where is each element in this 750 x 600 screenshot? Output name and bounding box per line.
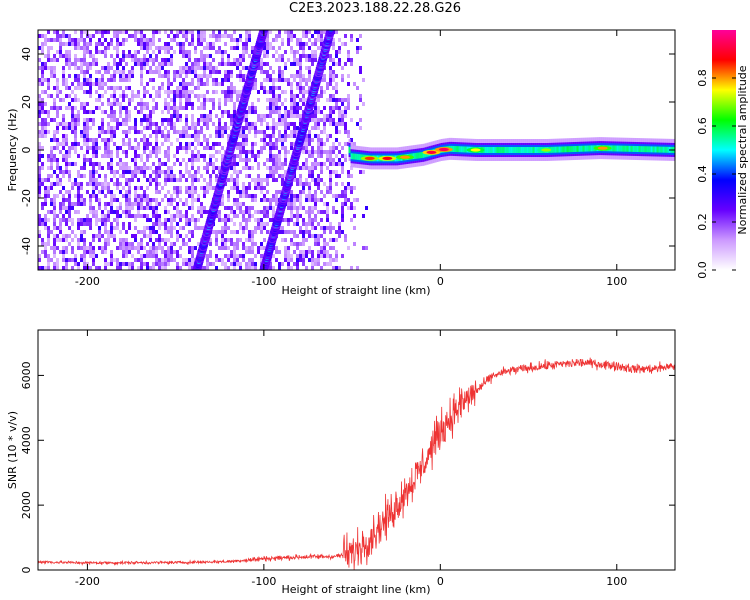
x-tick-label: -200 — [75, 275, 100, 288]
y-tick-label: 4000 — [20, 426, 33, 454]
x-tick-label: -200 — [75, 575, 100, 588]
colorbar-tick-label: 0.6 — [696, 117, 709, 135]
streak — [192, 30, 269, 270]
carrier-hotspot-core — [400, 155, 411, 159]
x-tick-label: 0 — [437, 575, 444, 588]
x-tick: 100 — [606, 330, 627, 588]
heatmap-x-label: Height of straight line (km) — [281, 284, 430, 297]
snr-series-line — [38, 357, 675, 570]
x-tick-label: 100 — [606, 575, 627, 588]
x-tick-label: 0 — [437, 275, 444, 288]
y-tick-label: -40 — [20, 237, 33, 255]
snr-x-label: Height of straight line (km) — [281, 583, 430, 596]
colorbar-tick-label: 0.0 — [696, 261, 709, 279]
x-tick: -100 — [251, 330, 276, 588]
x-tick-label: -100 — [251, 275, 276, 288]
y-tick-label: 20 — [20, 95, 33, 109]
y-tick: 20 — [20, 95, 675, 109]
x-tick: 100 — [606, 30, 627, 288]
colorbar-tick: 0.4 — [696, 165, 736, 183]
y-tick: 2000 — [20, 491, 675, 519]
y-tick-label: 0 — [20, 567, 33, 574]
carrier-hotspot-core — [426, 150, 437, 154]
colorbar-label: Normalized spectral amplitude — [736, 65, 749, 234]
y-tick: -20 — [20, 189, 675, 207]
y-tick: -40 — [20, 237, 675, 255]
chart-title: C2E3.2023.188.22.28.G26 — [288, 1, 462, 16]
snr-plot — [38, 357, 675, 570]
carrier-hotspot-core — [438, 147, 449, 152]
y-tick: 0 — [20, 147, 675, 154]
carrier-hotspot-core — [597, 146, 608, 150]
x-tick: -200 — [75, 30, 100, 288]
x-tick-label: -100 — [251, 575, 276, 588]
y-tick-label: -20 — [20, 189, 33, 207]
colorbar-tick-label: 0.2 — [696, 213, 709, 231]
snr-y-label: SNR (10 * v/v) — [6, 411, 19, 489]
carrier-hotspot-core — [364, 156, 375, 160]
colorbar-tick: 0.0 — [696, 261, 736, 279]
colorbar-tick-label: 0.8 — [696, 69, 709, 87]
snr-frame — [37, 329, 676, 571]
y-tick: 0 — [20, 567, 675, 574]
colorbar-ticks: 0.0 0.2 0.4 0.6 0.8 — [696, 69, 736, 279]
carrier-hotspot-core — [382, 156, 393, 160]
colorbar-tick-label: 0.4 — [696, 165, 709, 183]
y-tick-label: 0 — [20, 147, 33, 154]
heatmap-y-label: Frequency (Hz) — [6, 109, 19, 192]
colorbar-tick: 0.8 — [696, 69, 736, 87]
y-tick: 40 — [20, 47, 675, 61]
streak — [259, 30, 336, 270]
colorbar-tick: 0.2 — [696, 213, 736, 231]
x-tick-label: 100 — [606, 275, 627, 288]
carrier-line — [348, 137, 675, 170]
y-tick-label: 6000 — [20, 361, 33, 389]
x-tick: 0 — [437, 330, 444, 588]
y-tick: 4000 — [20, 426, 675, 454]
heatmap-plot — [38, 30, 675, 270]
carrier-hotspot-core — [470, 148, 481, 152]
y-tick-label: 2000 — [20, 491, 33, 519]
x-tick: -100 — [251, 30, 276, 288]
colorbar-tick: 0.6 — [696, 117, 736, 135]
colorbar — [712, 30, 736, 270]
y-tick: 6000 — [20, 361, 675, 389]
x-tick: -200 — [75, 330, 100, 588]
y-tick-label: 40 — [20, 47, 33, 61]
carrier-hotspot-core — [541, 148, 552, 152]
x-tick: 0 — [437, 30, 444, 288]
